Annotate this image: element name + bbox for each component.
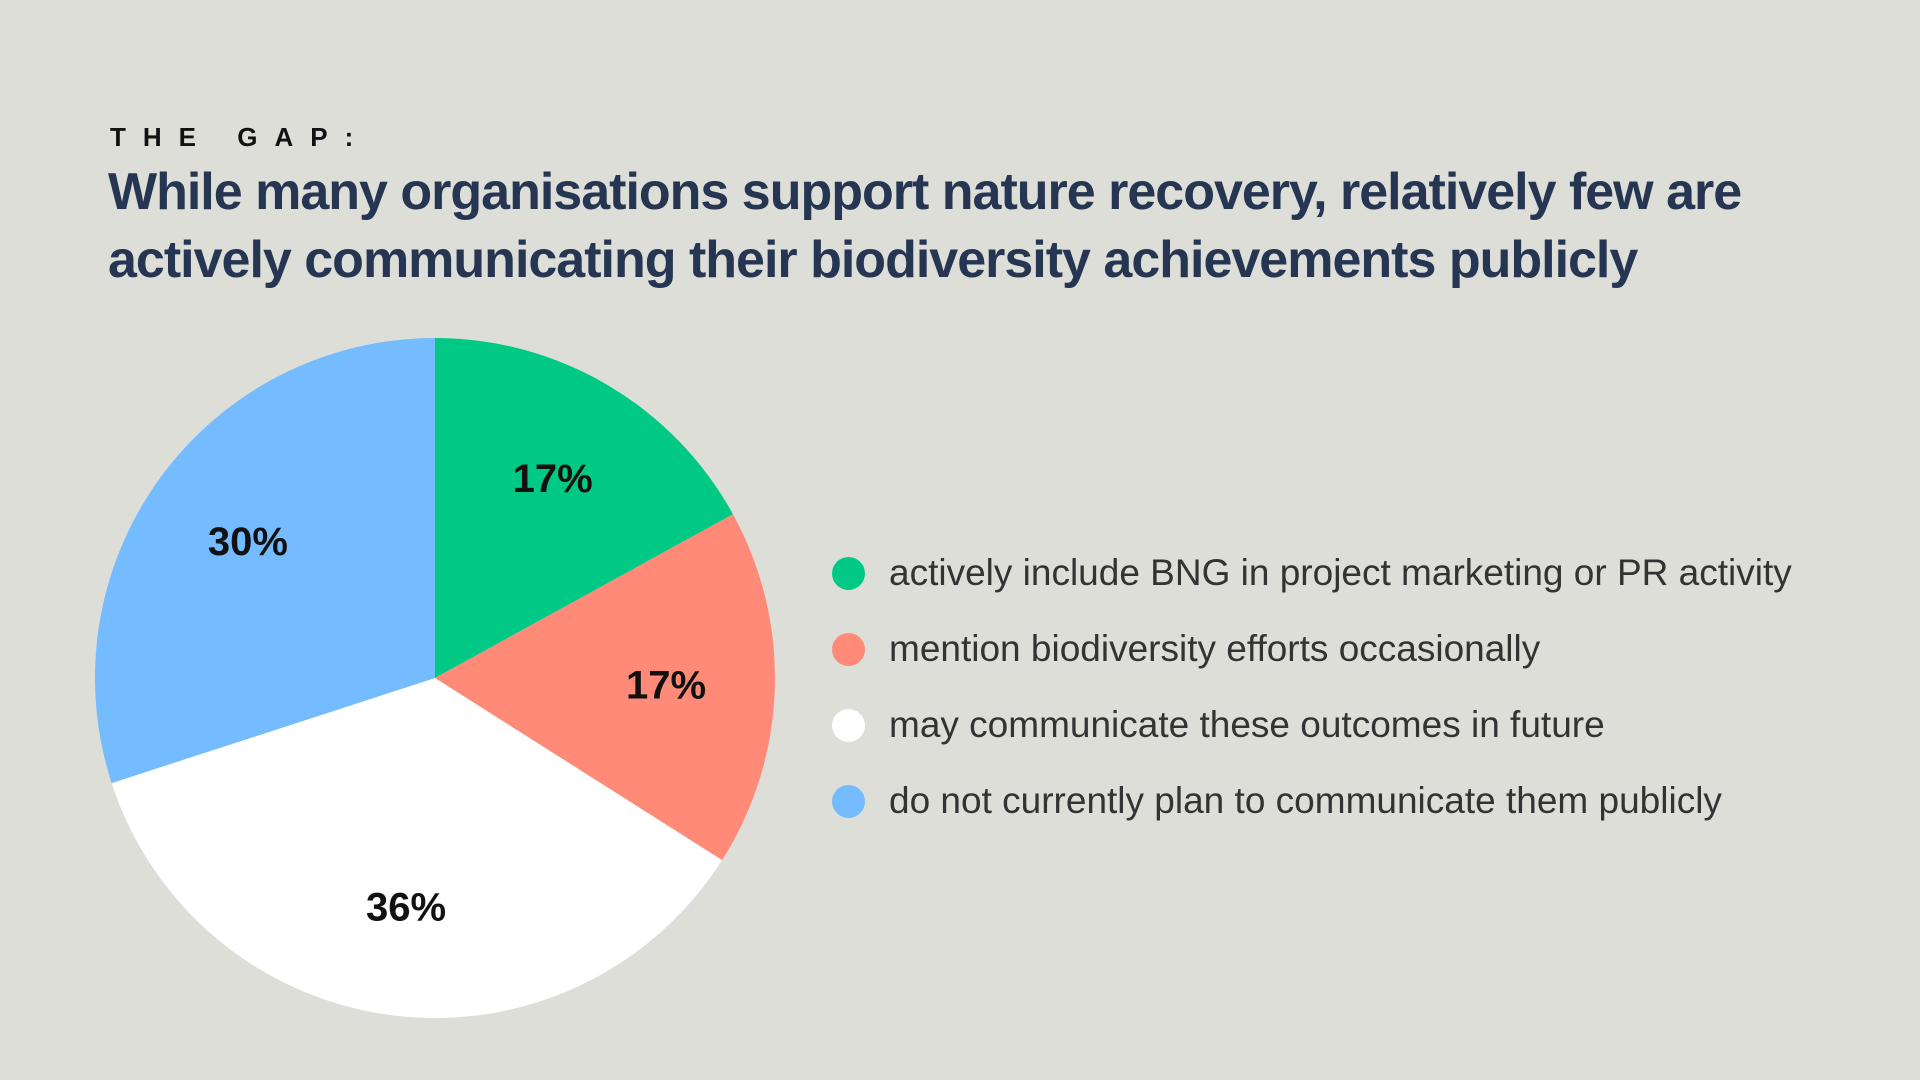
legend-item: may communicate these outcomes in future xyxy=(832,687,1792,763)
pie-slice-4 xyxy=(94,338,436,784)
legend-item: actively include BNG in project marketin… xyxy=(832,535,1792,611)
pie-slice-2 xyxy=(435,514,775,861)
legend-label: may communicate these outcomes in future xyxy=(889,704,1605,745)
pie-slice-1 xyxy=(435,338,733,678)
pie-slice-label-3: 36% xyxy=(366,885,446,929)
legend-swatch xyxy=(832,556,865,590)
legend-swatch xyxy=(832,708,865,742)
legend-swatch xyxy=(832,784,865,818)
legend-item: mention biodiversity efforts occasionall… xyxy=(832,611,1792,687)
legend-label: actively include BNG in project marketin… xyxy=(889,552,1792,593)
legend-label: mention biodiversity efforts occasionall… xyxy=(889,628,1541,669)
legend-item: do not currently plan to communicate the… xyxy=(832,763,1792,839)
legend-swatch xyxy=(832,632,865,666)
legend-label: do not currently plan to communicate the… xyxy=(889,780,1722,821)
chart-legend: actively include BNG in project marketin… xyxy=(832,535,1792,839)
pie-slice-label-1: 17% xyxy=(513,457,593,501)
eyebrow-label: THE GAP: xyxy=(110,122,371,152)
page-title: While many organisations support nature … xyxy=(108,163,1742,289)
pie-slice-label-2: 17% xyxy=(626,663,706,707)
pie-slice-label-4: 30% xyxy=(208,520,288,564)
pie-slice-3 xyxy=(111,678,723,1019)
